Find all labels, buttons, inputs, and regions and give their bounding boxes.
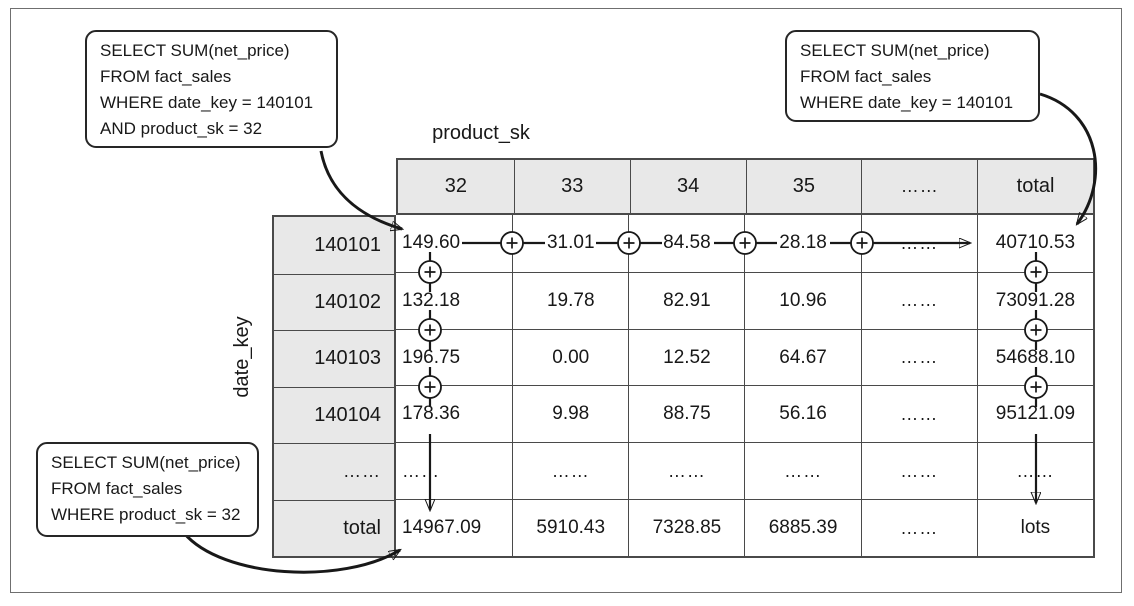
row-header-cell: 140104 <box>274 386 394 444</box>
data-grid: 149.60 31.01 84.58 28.18 …… 40710.53 132… <box>396 215 1095 558</box>
data-cell-dots: …… <box>860 271 977 329</box>
data-cell: 95121.09 <box>976 385 1093 443</box>
row-axis-label: date_key <box>231 316 253 398</box>
column-header-cell: 35 <box>745 160 862 213</box>
sql-callout-cell-query: SELECT SUM(net_price) FROM fact_sales WH… <box>85 30 338 148</box>
sql-line: SELECT SUM(net_price) <box>800 41 990 60</box>
data-cell: 12.52 <box>628 328 745 386</box>
data-cell: 40710.53 <box>976 215 1093 272</box>
data-cell-dots: …… <box>860 328 977 386</box>
data-cell-total: 6885.39 <box>744 499 861 556</box>
sql-line: FROM fact_sales <box>800 67 932 86</box>
data-cell-dots: …… <box>860 215 977 272</box>
data-cell-dots: …… <box>976 442 1093 500</box>
data-cell: 88.75 <box>628 385 745 443</box>
column-header-cell: 32 <box>444 175 468 197</box>
sql-line: WHERE product_sk = 32 <box>51 505 241 524</box>
data-cell-dots: …… <box>860 442 977 500</box>
column-header-row: 32 33 34 35 …… total <box>396 158 1095 215</box>
data-cell-total: 5910.43 <box>512 499 629 556</box>
column-header-cell-total: total <box>977 160 1093 213</box>
data-cell: 132.18 <box>396 271 513 329</box>
data-cell-total: 7328.85 <box>628 499 745 556</box>
sql-line: FROM fact_sales <box>51 479 183 498</box>
data-cell-total: 14967.09 <box>396 499 513 556</box>
data-cell-dots: …… <box>744 442 861 500</box>
row-header-cell: 140101 <box>314 233 381 256</box>
data-cell-grand-total: lots <box>976 499 1093 556</box>
data-cell: 0.00 <box>512 328 629 386</box>
sql-line: FROM fact_sales <box>100 67 232 86</box>
data-cell: 56.16 <box>744 385 861 443</box>
sql-line: AND product_sk = 32 <box>100 119 263 138</box>
data-cell-dots: …… <box>860 499 977 556</box>
data-cell-dots: …… <box>860 385 977 443</box>
data-cell: 9.98 <box>512 385 629 443</box>
data-cell: 82.91 <box>628 271 745 329</box>
column-axis-label: product_sk <box>432 122 530 144</box>
row-header-cell: 140102 <box>274 273 394 331</box>
sql-line: WHERE date_key = 140101 <box>100 93 314 112</box>
data-cell-dots: …… <box>512 442 629 500</box>
sql-line: WHERE date_key = 140101 <box>800 93 1014 112</box>
data-cell: 73091.28 <box>976 271 1093 329</box>
column-header-cell: 34 <box>629 160 746 213</box>
data-cell: 19.78 <box>512 271 629 329</box>
data-cell-dots: …… <box>628 442 745 500</box>
column-header-cell: 33 <box>513 160 630 213</box>
data-cell: 31.01 <box>512 215 628 272</box>
data-cell: 178.36 <box>396 385 513 442</box>
data-cell: 54688.10 <box>976 328 1093 386</box>
data-cell: 64.67 <box>744 328 861 386</box>
sql-line: SELECT SUM(net_price) <box>51 453 241 472</box>
sql-callout-row-total-query: SELECT SUM(net_price) FROM fact_sales WH… <box>785 30 1040 122</box>
data-cell: 196.75 <box>396 328 513 386</box>
data-cell: 149.60 <box>402 232 461 254</box>
sql-line: SELECT SUM(net_price) <box>100 41 290 60</box>
row-header-column: 140101 140102 140103 140104 …… total <box>272 215 396 558</box>
data-cell: 10.96 <box>744 271 861 329</box>
column-header-cell-dots: …… <box>861 160 977 213</box>
data-cell: 28.18 <box>744 215 860 272</box>
row-header-cell-total: total <box>274 499 394 557</box>
data-cell-dots: …… <box>396 442 513 499</box>
sql-callout-column-total-query: SELECT SUM(net_price) FROM fact_sales WH… <box>36 442 259 537</box>
row-header-cell: 140103 <box>274 330 394 387</box>
data-cell: 84.58 <box>628 215 744 272</box>
figure-frame <box>10 8 1122 593</box>
row-header-cell-dots: …… <box>274 443 394 500</box>
